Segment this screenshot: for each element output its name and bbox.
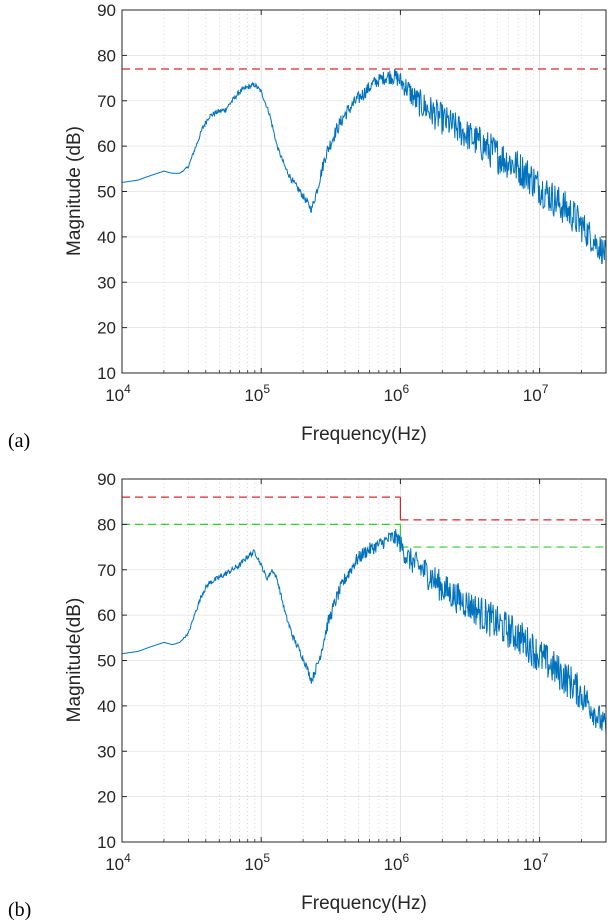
y-tick-label-b: 40: [97, 697, 116, 716]
y-tick-label-b: 90: [97, 470, 116, 489]
series-a: [121, 68, 607, 265]
x-tick-labels-b: 104 105 106 107: [105, 851, 549, 874]
y-axis-label-a: Magnitude (dB): [64, 126, 85, 256]
chart-b: 10 20 30 40 50 60 70 80 90 104 105 106 107 Frequenc…: [8, 470, 607, 921]
x-tick-label-b: 105: [244, 851, 270, 874]
y-tick-label-a: 40: [97, 228, 116, 247]
x-tick-label-a: 105: [244, 382, 270, 405]
y-tick-label-b: 20: [97, 788, 116, 807]
spectrum-line-a: [121, 68, 607, 265]
y-tick-labels-b: 10 20 30 40 50 60 70 80 90: [97, 470, 116, 852]
axes-b: [121, 478, 607, 843]
x-tick-label-b: 104: [105, 851, 131, 874]
y-tick-label-b: 50: [97, 652, 116, 671]
y-tick-label-a: 90: [97, 1, 116, 20]
y-tick-label-a: 60: [97, 137, 116, 156]
x-tick-label-a: 107: [523, 382, 549, 405]
panel-label-b: (b): [8, 899, 31, 921]
x-tick-label-a: 104: [105, 382, 131, 405]
y-tick-label-a: 20: [97, 319, 116, 338]
y-tick-label-a: 10: [97, 364, 116, 383]
chart-a: 10 20 30 40 50 60 70 80 90 104 105 106 107 Frequenc…: [8, 1, 607, 452]
x-axis-label-a: Frequency(Hz): [301, 424, 427, 445]
y-tick-label-a: 80: [97, 46, 116, 65]
y-tick-label-b: 70: [97, 561, 116, 580]
x-tick-label-b: 107: [523, 851, 549, 874]
y-tick-labels-a: 10 20 30 40 50 60 70 80 90: [97, 1, 116, 383]
y-tick-label-b: 60: [97, 606, 116, 625]
y-axis-label-b: Magnitude(dB): [64, 598, 85, 723]
x-tick-labels-a: 104 105 106 107: [105, 382, 549, 405]
y-tick-label-b: 80: [97, 515, 116, 534]
y-tick-label-a: 30: [97, 273, 116, 292]
panel-label-a: (a): [8, 430, 30, 452]
spectrum-line-b: [121, 529, 607, 736]
x-tick-label-b: 106: [384, 851, 410, 874]
limit-lines-b: [122, 496, 606, 548]
y-tick-label-b: 30: [97, 742, 116, 761]
y-tick-label-a: 70: [97, 92, 116, 111]
x-tick-label-a: 106: [384, 382, 410, 405]
series-b: [121, 529, 607, 736]
axes-a: [121, 9, 607, 374]
y-tick-label-a: 50: [97, 183, 116, 202]
y-tick-label-b: 10: [97, 833, 116, 852]
x-axis-label-b: Frequency(Hz): [301, 893, 427, 914]
